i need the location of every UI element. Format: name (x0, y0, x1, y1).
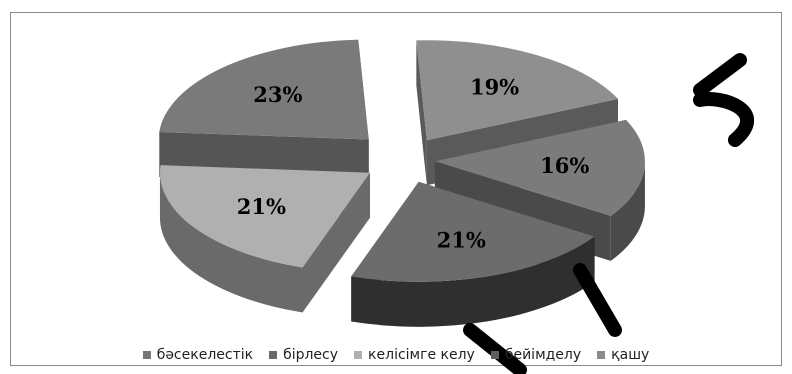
watermark-stroke (693, 53, 747, 97)
legend-label: қашу (611, 347, 650, 363)
watermark-stroke (693, 92, 754, 147)
pie-slice: 16% (434, 119, 645, 261)
legend-item: бірлесу (269, 347, 338, 363)
data-label: 21% (237, 194, 286, 219)
data-label: 21% (437, 227, 486, 252)
legend-label: келісімге келу (368, 347, 475, 363)
legend-label: бәсекелестік (156, 347, 254, 363)
watermark-stroke (573, 263, 622, 337)
pie-slice-edge (610, 161, 645, 261)
legend-item: бәсекелестік (142, 347, 254, 363)
legend-item: қашу (597, 347, 649, 363)
pie-slice-top (416, 40, 618, 141)
pie-slice: 21% (351, 181, 595, 327)
watermark-stroke (463, 323, 527, 374)
data-label: 19% (470, 74, 519, 99)
legend-item: келісімге келу (354, 347, 475, 363)
legend-label: бірлесу (283, 347, 339, 363)
legend-swatch (142, 351, 151, 359)
data-label: 23% (253, 82, 302, 107)
pie-slice-top (159, 165, 370, 268)
legend-label: бейімделу (504, 347, 582, 363)
pie-slice: 21% (159, 165, 370, 313)
pie-slice-wall (416, 40, 427, 186)
chart-legend: бәсекелестік бірлесу келісімге келу бейі… (0, 343, 792, 367)
pie-slice-top (159, 39, 369, 140)
legend-swatch (490, 351, 499, 359)
pie-slice-top (351, 181, 595, 282)
legend-swatch (269, 351, 278, 359)
pie-slice-edge (159, 172, 303, 313)
legend-swatch (597, 351, 606, 359)
data-label: 16% (540, 153, 589, 178)
legend-swatch (354, 351, 363, 359)
pie-slice-top (434, 119, 645, 216)
legend-item: бейімделу (490, 347, 582, 363)
pie-slice-edge (351, 236, 595, 327)
